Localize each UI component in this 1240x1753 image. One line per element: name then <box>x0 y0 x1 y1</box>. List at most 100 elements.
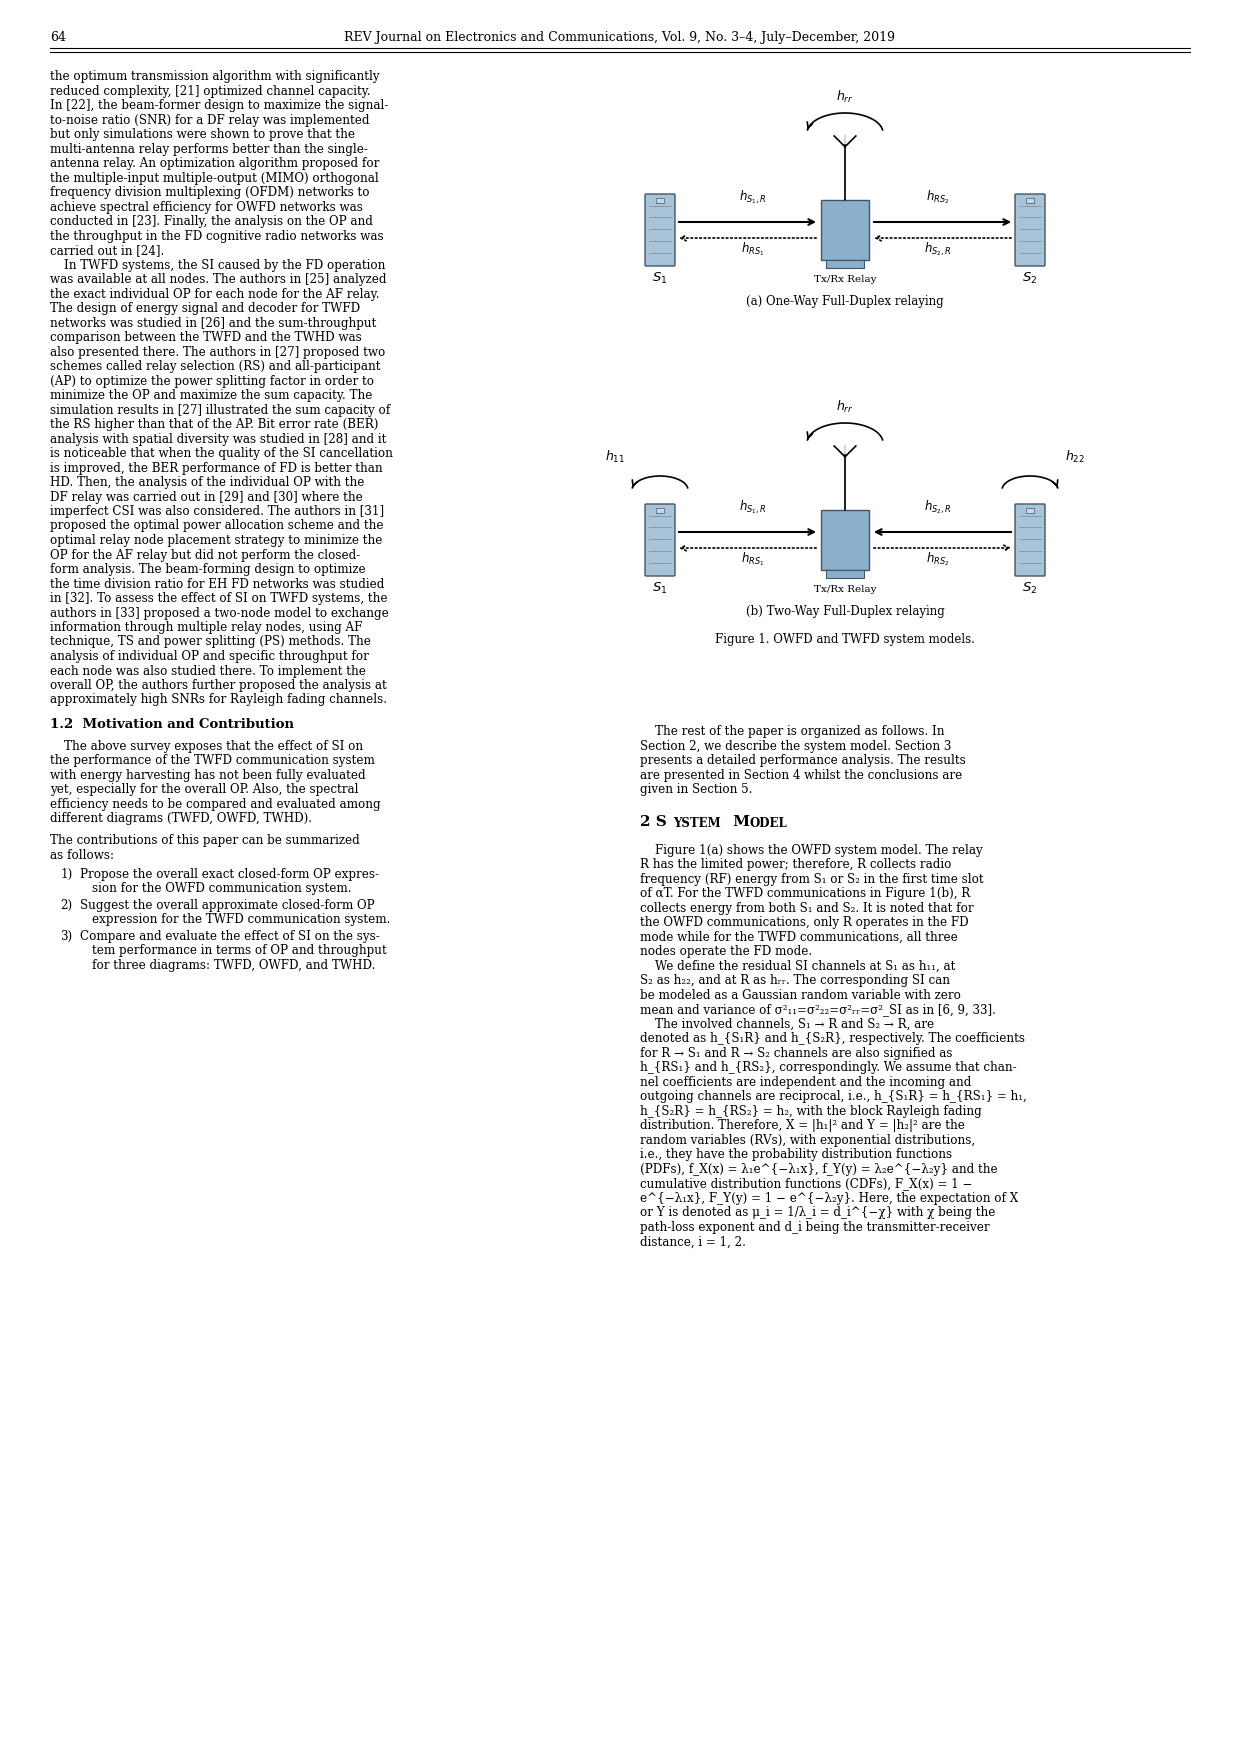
Text: YSTEM: YSTEM <box>673 817 720 829</box>
FancyBboxPatch shape <box>1016 505 1045 577</box>
Text: achieve spectral efficiency for OWFD networks was: achieve spectral efficiency for OWFD net… <box>50 200 363 214</box>
Text: antenna relay. An optimization algorithm proposed for: antenna relay. An optimization algorithm… <box>50 158 379 170</box>
Text: the exact individual OP for each node for the AF relay.: the exact individual OP for each node fo… <box>50 287 379 300</box>
Text: is improved, the BER performance of FD is better than: is improved, the BER performance of FD i… <box>50 461 383 475</box>
Text: are presented in Section 4 whilst the conclusions are: are presented in Section 4 whilst the co… <box>640 768 962 782</box>
Text: but only simulations were shown to prove that the: but only simulations were shown to prove… <box>50 128 355 140</box>
Text: or Y is denoted as μ_i = 1/λ_i = d_i^{−χ} with χ being the: or Y is denoted as μ_i = 1/λ_i = d_i^{−χ… <box>640 1206 996 1220</box>
Text: The above survey exposes that the effect of SI on: The above survey exposes that the effect… <box>64 740 363 752</box>
Text: DF relay was carried out in [29] and [30] where the: DF relay was carried out in [29] and [30… <box>50 491 363 503</box>
Text: (AP) to optimize the power splitting factor in order to: (AP) to optimize the power splitting fac… <box>50 375 374 387</box>
Text: mode while for the TWFD communications, all three: mode while for the TWFD communications, … <box>640 931 957 943</box>
Bar <box>821 510 869 570</box>
Text: each node was also studied there. To implement the: each node was also studied there. To imp… <box>50 664 366 677</box>
Text: In TWFD systems, the SI caused by the FD operation: In TWFD systems, the SI caused by the FD… <box>64 258 386 272</box>
Text: the OWFD communications, only R operates in the FD: the OWFD communications, only R operates… <box>640 917 968 929</box>
Text: analysis with spatial diversity was studied in [28] and it: analysis with spatial diversity was stud… <box>50 433 387 445</box>
Text: ODEL: ODEL <box>750 817 787 829</box>
Text: imperfect CSI was also considered. The authors in [31]: imperfect CSI was also considered. The a… <box>50 505 384 517</box>
Text: We define the residual SI channels at S₁ as h₁₁, at: We define the residual SI channels at S₁… <box>640 961 955 973</box>
Text: Figure 1. OWFD and TWFD system models.: Figure 1. OWFD and TWFD system models. <box>715 633 975 647</box>
Text: OP for the AF relay but did not perform the closed-: OP for the AF relay but did not perform … <box>50 549 361 561</box>
Text: The contributions of this paper can be summarized: The contributions of this paper can be s… <box>50 834 360 847</box>
Text: $S_1$: $S_1$ <box>652 580 667 596</box>
Text: technique, TS and power splitting (PS) methods. The: technique, TS and power splitting (PS) m… <box>50 636 371 649</box>
Text: $h_{rr}$: $h_{rr}$ <box>836 400 854 415</box>
Text: frequency (RF) energy from S₁ or S₂ in the first time slot: frequency (RF) energy from S₁ or S₂ in t… <box>640 873 983 885</box>
Text: M: M <box>728 815 750 829</box>
Text: the RS higher than that of the AP. Bit error rate (BER): the RS higher than that of the AP. Bit e… <box>50 417 378 431</box>
Text: $h_{S_2,R}$: $h_{S_2,R}$ <box>924 240 951 258</box>
FancyBboxPatch shape <box>1016 195 1045 266</box>
Text: comparison between the TWFD and the TWHD was: comparison between the TWFD and the TWHD… <box>50 331 362 344</box>
Text: (b) Two-Way Full-Duplex relaying: (b) Two-Way Full-Duplex relaying <box>745 605 945 619</box>
Text: Figure 1(a) shows the OWFD system model. The relay: Figure 1(a) shows the OWFD system model.… <box>640 843 983 857</box>
Text: the performance of the TWFD communication system: the performance of the TWFD communicatio… <box>50 754 374 768</box>
Text: S₂ as h₂₂, and at R as hᵣᵣ. The corresponding SI can: S₂ as h₂₂, and at R as hᵣᵣ. The correspo… <box>640 975 950 987</box>
Text: $h_{11}$: $h_{11}$ <box>605 449 625 465</box>
Text: Tx/Rx Relay: Tx/Rx Relay <box>813 586 877 594</box>
Text: tem performance in terms of OP and throughput: tem performance in terms of OP and throu… <box>92 945 387 957</box>
Text: minimize the OP and maximize the sum capacity. The: minimize the OP and maximize the sum cap… <box>50 389 372 401</box>
Text: also presented there. The authors in [27] proposed two: also presented there. The authors in [27… <box>50 345 386 359</box>
Text: the optimum transmission algorithm with significantly: the optimum transmission algorithm with … <box>50 70 379 82</box>
Text: $h_{RS_2}$: $h_{RS_2}$ <box>926 188 949 207</box>
Bar <box>656 198 663 203</box>
Text: the throughput in the FD cognitive radio networks was: the throughput in the FD cognitive radio… <box>50 230 383 242</box>
Text: analysis of individual OP and specific throughput for: analysis of individual OP and specific t… <box>50 650 368 663</box>
Text: proposed the optimal power allocation scheme and the: proposed the optimal power allocation sc… <box>50 519 383 533</box>
Text: $h_{RS_2}$: $h_{RS_2}$ <box>926 550 949 568</box>
Text: $h_{RS_1}$: $h_{RS_1}$ <box>740 240 764 258</box>
Text: information through multiple relay nodes, using AF: information through multiple relay nodes… <box>50 621 362 635</box>
Text: denoted as h_{S₁R} and h_{S₂R}, respectively. The coefficients: denoted as h_{S₁R} and h_{S₂R}, respecti… <box>640 1033 1025 1045</box>
Text: Tx/Rx Relay: Tx/Rx Relay <box>813 275 877 284</box>
Text: HD. Then, the analysis of the individual OP with the: HD. Then, the analysis of the individual… <box>50 477 365 489</box>
FancyBboxPatch shape <box>645 505 675 577</box>
Text: schemes called relay selection (RS) and all-participant: schemes called relay selection (RS) and … <box>50 359 381 373</box>
Bar <box>1025 508 1034 514</box>
Text: $h_{22}$: $h_{22}$ <box>1065 449 1085 465</box>
Text: e^{−λ₁x}, F_Y(y) = 1 − e^{−λ₂y}. Here, the expectation of X: e^{−λ₁x}, F_Y(y) = 1 − e^{−λ₂y}. Here, t… <box>640 1192 1018 1204</box>
Text: 1.2  Motivation and Contribution: 1.2 Motivation and Contribution <box>50 719 294 731</box>
Text: $h_{RS_1}$: $h_{RS_1}$ <box>740 550 764 568</box>
Text: for R → S₁ and R → S₂ channels are also signified as: for R → S₁ and R → S₂ channels are also … <box>640 1047 952 1061</box>
Text: networks was studied in [26] and the sum-throughput: networks was studied in [26] and the sum… <box>50 317 377 330</box>
Text: (PDFs), f_X(x) = λ₁e^{−λ₁x}, f_Y(y) = λ₂e^{−λ₂y} and the: (PDFs), f_X(x) = λ₁e^{−λ₁x}, f_Y(y) = λ₂… <box>640 1162 998 1176</box>
Text: collects energy from both S₁ and S₂. It is noted that for: collects energy from both S₁ and S₂. It … <box>640 901 973 915</box>
Text: reduced complexity, [21] optimized channel capacity.: reduced complexity, [21] optimized chann… <box>50 84 371 98</box>
Text: 2): 2) <box>60 899 72 912</box>
Text: with energy harvesting has not been fully evaluated: with energy harvesting has not been full… <box>50 770 366 782</box>
Text: optimal relay node placement strategy to minimize the: optimal relay node placement strategy to… <box>50 535 382 547</box>
Bar <box>821 200 869 259</box>
Text: sion for the OWFD communication system.: sion for the OWFD communication system. <box>92 882 351 896</box>
Text: nodes operate the FD mode.: nodes operate the FD mode. <box>640 945 812 959</box>
Text: Suggest the overall approximate closed-form OP: Suggest the overall approximate closed-f… <box>81 899 374 912</box>
Text: $h_{S_1,R}$: $h_{S_1,R}$ <box>739 498 766 515</box>
Text: approximately high SNRs for Rayleigh fading channels.: approximately high SNRs for Rayleigh fad… <box>50 694 387 706</box>
Text: The design of energy signal and decoder for TWFD: The design of energy signal and decoder … <box>50 302 360 316</box>
Text: $S_1$: $S_1$ <box>652 272 667 286</box>
Text: distribution. Therefore, X = |h₁|² and Y = |h₂|² are the: distribution. Therefore, X = |h₁|² and Y… <box>640 1120 965 1132</box>
Text: cumulative distribution functions (CDFs), F_X(x) = 1 −: cumulative distribution functions (CDFs)… <box>640 1178 972 1190</box>
Text: presents a detailed performance analysis. The results: presents a detailed performance analysis… <box>640 754 966 768</box>
Text: the multiple-input multiple-output (MIMO) orthogonal: the multiple-input multiple-output (MIMO… <box>50 172 378 184</box>
Text: 64: 64 <box>50 32 66 44</box>
Text: $h_{S_1,R}$: $h_{S_1,R}$ <box>739 188 766 207</box>
Text: mean and variance of σ²₁₁=σ²₂₂=σ²ᵣᵣ=σ²_SI as in [6, 9, 33].: mean and variance of σ²₁₁=σ²₂₂=σ²ᵣᵣ=σ²_S… <box>640 1003 996 1017</box>
Text: efficiency needs to be compared and evaluated among: efficiency needs to be compared and eval… <box>50 798 381 812</box>
Text: given in Section 5.: given in Section 5. <box>640 784 753 796</box>
Bar <box>826 259 864 268</box>
Text: Propose the overall exact closed-form OP expres-: Propose the overall exact closed-form OP… <box>81 868 379 880</box>
Text: R has the limited power; therefore, R collects radio: R has the limited power; therefore, R co… <box>640 859 951 871</box>
Text: was available at all nodes. The authors in [25] analyzed: was available at all nodes. The authors … <box>50 273 387 286</box>
Text: as follows:: as follows: <box>50 848 114 862</box>
Bar <box>656 508 663 514</box>
Text: multi-antenna relay performs better than the single-: multi-antenna relay performs better than… <box>50 142 368 156</box>
Text: path-loss exponent and d_i being the transmitter-receiver: path-loss exponent and d_i being the tra… <box>640 1220 990 1234</box>
Text: 3): 3) <box>60 929 72 943</box>
Text: REV Journal on Electronics and Communications, Vol. 9, No. 3–4, July–December, 2: REV Journal on Electronics and Communica… <box>345 32 895 44</box>
Text: authors in [33] proposed a two-node model to exchange: authors in [33] proposed a two-node mode… <box>50 607 389 619</box>
Text: $S_2$: $S_2$ <box>1022 272 1038 286</box>
Text: outgoing channels are reciprocal, i.e., h_{S₁R} = h_{RS₁} = h₁,: outgoing channels are reciprocal, i.e., … <box>640 1090 1027 1103</box>
Text: conducted in [23]. Finally, the analysis on the OP and: conducted in [23]. Finally, the analysis… <box>50 216 373 228</box>
